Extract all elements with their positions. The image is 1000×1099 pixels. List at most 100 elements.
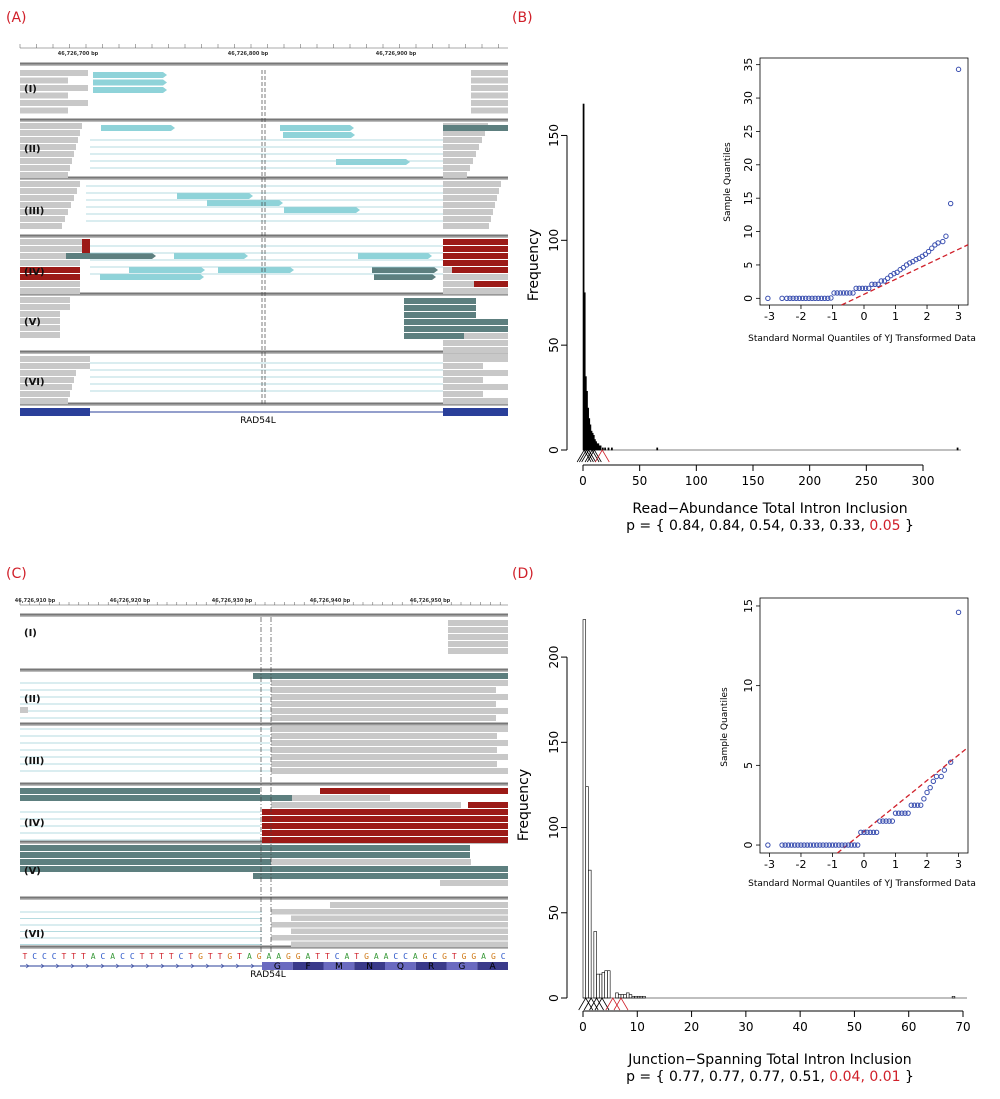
panel-c-t6-read-3 [271, 922, 508, 928]
chartD-inset-xtick-label-3: 0 [861, 858, 868, 871]
chartB-inset-point-6 [796, 295, 803, 302]
chartD-bar-4 [593, 931, 597, 999]
panel-c-strand-arrow-8 [145, 963, 150, 969]
chartD-inset-point-14 [820, 842, 826, 848]
panel-a-tracks [20, 62, 508, 406]
panel-a-t2-left-read-1 [20, 130, 80, 136]
panel-c-strand-arrow-0 [25, 963, 30, 969]
chartD-inset-xtick-label-1: -2 [795, 858, 806, 871]
chart-b-p-1: 0.84 [709, 518, 740, 534]
panel-a-t3-left-read-2 [20, 195, 74, 201]
chartB-xtick-label-2: 100 [685, 474, 708, 488]
panel-c-t4-red-block-2 [262, 823, 508, 829]
panel-a-t5-teal-read-1 [404, 305, 476, 311]
chart-b-p-2: 0.54 [749, 518, 780, 534]
chartB-inset-point-41 [906, 260, 913, 266]
panel-c-base-11: C [130, 952, 135, 961]
chartB-marker-0 [576, 449, 592, 463]
chart-b-inset-xlabel: Standard Normal Quantiles of YJ Transfor… [748, 334, 976, 344]
chartB-inset-xtick-label-2: -1 [827, 310, 838, 323]
chartB-inset-xtick-label-6: 3 [955, 310, 962, 323]
panel-a-t6-left-read-2 [20, 370, 76, 376]
panel-c-base-28: G [296, 952, 301, 961]
panel-c-base-16: C [179, 952, 184, 961]
chartB-inset-point-48 [929, 245, 935, 251]
panel-a-t6-right-read-1 [443, 363, 483, 369]
panel-a-t1-right-read-3 [471, 92, 508, 99]
chartB-inset-point-12 [815, 295, 822, 302]
chartB-inset-point-11 [812, 295, 818, 302]
panel-a-t2-right-read-7 [443, 172, 467, 178]
chartD-inset-point-5 [791, 842, 798, 848]
panel-a-t6-left-read-1 [20, 363, 90, 369]
chartB-inset-point-3 [787, 295, 793, 302]
panel-a-t4-right-read-0 [443, 239, 508, 245]
panel-c-base-26: A [276, 952, 281, 961]
panel-a-t2-left-read-0 [20, 123, 82, 129]
chartD-marker-3 [594, 997, 610, 1011]
panel-a-t3-cyan-read-1 [177, 193, 253, 199]
panel-c-base-6: T [81, 952, 86, 961]
chartB-inset-point-19 [837, 290, 844, 296]
chartD-inset-ytick-label-0: 0 [742, 842, 755, 849]
panel-c-base-22: T [237, 952, 242, 961]
panel-a-t6-right-read-0 [443, 356, 508, 362]
chart-d-p-3: 0.51 [789, 1069, 820, 1085]
chartD-bar-0 [582, 619, 587, 999]
chartB-inset-point-34 [884, 275, 891, 281]
panel-a-separator-line-0 [20, 63, 508, 65]
chartD-xtick-label-5: 50 [847, 1020, 862, 1034]
panel-c-t2-read-3 [271, 701, 496, 707]
panel-c-base-49: C [501, 952, 506, 961]
panel-c-t5-teal-read-4 [253, 866, 508, 872]
panel-c-base-32: C [335, 952, 340, 961]
chartD-inset-point-53 [947, 759, 954, 765]
panel-a-t2-right-read-6 [443, 165, 470, 171]
panel-c-t1-read-3 [448, 641, 508, 647]
chart-b-inset-bg [755, 58, 973, 306]
panel-c-base-27: G [286, 952, 291, 961]
panel-a-t2-left-read-3 [20, 144, 76, 150]
panel-a-separator-line-1 [20, 119, 508, 121]
chart-d-p-4: 0.04 [829, 1069, 860, 1085]
chartD-inset-point-36 [889, 818, 896, 824]
panel-c-t4-red-block-0 [262, 809, 508, 815]
chartD-inset-point-24 [851, 842, 858, 848]
panel-c-separator-line-1 [20, 669, 508, 671]
chart-b-p-4: 0.33 [829, 518, 860, 534]
panel-c-t2-teal-read [253, 673, 508, 679]
chartD-ytick-label-0: 0 [547, 994, 561, 1002]
panel-c-strand-arrow-10 [175, 963, 180, 969]
chartD-bar-17 [628, 994, 633, 999]
panel-c-aa-box-7 [477, 962, 508, 970]
chartD-inset-point-38 [895, 810, 902, 816]
chartD-inset-xtick-label-2: -1 [827, 858, 838, 871]
panel-a-t4-red-read-2 [474, 281, 508, 287]
panel-c-ruler-label-3: 46,726,930 bp [212, 598, 253, 604]
panel-c-t5-teal-read-2 [20, 859, 470, 865]
panel-a-t2-right-read-3 [443, 144, 479, 150]
chartB-xtick-label-6: 300 [912, 474, 935, 488]
panel-c-t5-gray-read-2 [440, 880, 508, 886]
panel-a-t1-left-read-0 [20, 70, 88, 76]
panel-c-base-21: G [227, 952, 232, 961]
chartD-inset-point-2 [782, 842, 788, 848]
chartD-marker-5 [613, 997, 629, 1011]
chart-d-inset-ylabel: Sample Quantiles [720, 687, 730, 767]
chartB-inset-point-20 [840, 290, 847, 296]
chartB-inset-point-37 [894, 269, 900, 275]
panel-a-t4-red-block [82, 239, 90, 253]
chartD-bar-13 [617, 994, 622, 999]
panel-c-strand-arrow-11 [190, 963, 195, 969]
panel-a-gene-exon-2 [443, 408, 508, 416]
panel-a-t3-right-read-1 [443, 188, 499, 194]
panel-a-t5-right-read-1 [443, 326, 508, 332]
panel-c-base-20: T [218, 952, 223, 961]
panel-c-base-13: T [149, 952, 154, 961]
panel-a-t1-right-read-2 [471, 85, 508, 91]
panel-c-strand-arrow-2 [55, 963, 60, 969]
panel-a-t5-left-read-3 [20, 318, 60, 324]
